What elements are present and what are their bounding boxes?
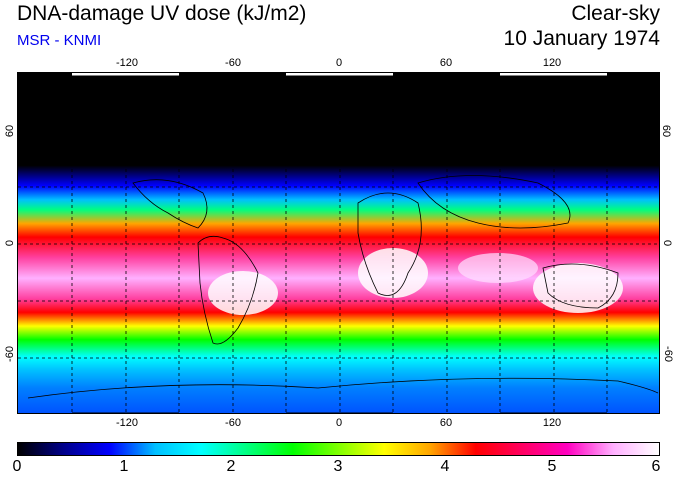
coastlines <box>27 175 659 399</box>
lat-tick-left: 0 <box>4 239 17 247</box>
colorbar <box>17 442 660 456</box>
uv-field <box>18 73 659 413</box>
lat-tick-right: -60 <box>661 346 674 362</box>
sky-condition: Clear-sky <box>571 2 660 25</box>
lon-tick-top: 0 <box>335 57 343 69</box>
south-america-coast <box>197 235 259 345</box>
lon-tick-bottom: -120 <box>115 417 139 429</box>
colorbar-label: 2 <box>226 458 236 475</box>
lon-tick-top: -120 <box>115 57 139 69</box>
map-title: DNA-damage UV dose (kJ/m2) <box>17 2 307 25</box>
lon-tick-top: -60 <box>225 57 241 69</box>
lat-tick-right: 60 <box>660 124 673 138</box>
colorbar-label: 0 <box>12 458 22 475</box>
colorbar-label: 3 <box>333 458 343 475</box>
africa-coast <box>357 192 422 296</box>
colorbar-label: 4 <box>440 458 450 475</box>
asia-coast <box>417 175 571 229</box>
lat-tick-right: 0 <box>661 239 674 247</box>
north-america-coast <box>132 179 208 229</box>
antarctica-coast <box>27 377 659 399</box>
uv-dose-map <box>17 72 660 414</box>
lon-tick-top: 120 <box>542 57 562 69</box>
colorbar-label: 5 <box>547 458 557 475</box>
map-date: 10 January 1974 <box>503 27 660 50</box>
graticule <box>18 73 659 413</box>
lon-tick-bottom: 120 <box>542 417 562 429</box>
high-dose-area <box>533 263 623 313</box>
lon-tick-bottom: -60 <box>225 417 241 429</box>
lon-tick-top: 60 <box>439 57 453 69</box>
australia-coast <box>542 263 619 309</box>
high-dose-area <box>208 271 278 315</box>
lon-tick-bottom: 0 <box>335 417 343 429</box>
uv-dose-map-svg <box>18 73 659 413</box>
map-subtitle: MSR - KNMI <box>17 32 102 49</box>
lon-tick-bottom: 60 <box>439 417 453 429</box>
lat-tick-left: -60 <box>3 346 16 362</box>
colorbar-label: 1 <box>119 458 129 475</box>
high-dose-area <box>458 253 538 283</box>
lat-tick-left: 60 <box>4 124 17 138</box>
colorbar-label: 6 <box>651 458 661 475</box>
